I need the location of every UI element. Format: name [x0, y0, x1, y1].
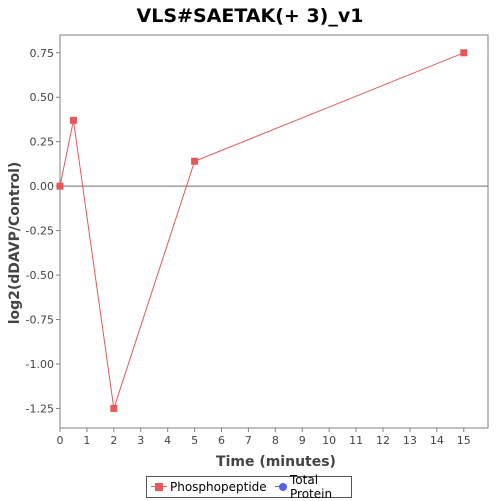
x-axis-label: Time (minutes) [216, 454, 336, 470]
data-point [191, 157, 199, 165]
y-axis-label: log2(dDAVP/Control) [7, 162, 23, 325]
data-point [69, 116, 77, 124]
legend-label-total-protein: Total Protein [290, 473, 333, 501]
data-point [460, 49, 468, 57]
chart-title: VLS#SAETAK(+ 3)_v1 [137, 5, 364, 27]
x-tick-label: 11 [349, 434, 363, 447]
x-tick-label: 15 [457, 434, 471, 447]
x-tick-label: 3 [137, 434, 144, 447]
legend-item-phosphopeptide[interactable]: Phosphopeptide [151, 480, 267, 494]
legend-square [155, 483, 163, 491]
y-tick-label: -0.75 [26, 314, 54, 327]
square-marker-icon [151, 482, 167, 492]
y-tick-label: -0.50 [26, 269, 54, 282]
x-tick-label: 7 [245, 434, 252, 447]
x-tick-label: 4 [164, 434, 171, 447]
x-tick-label: 6 [218, 434, 225, 447]
x-tick-label: 1 [83, 434, 90, 447]
y-tick-label: 0.50 [30, 91, 55, 104]
y-tick-label: -0.25 [26, 225, 54, 238]
legend: Phosphopeptide Total Protein [146, 473, 352, 501]
y-tick-label: -1.00 [26, 358, 54, 371]
x-tick-label: 9 [299, 434, 306, 447]
y-axis: 0.75 0.50 0.25 0.00 -0.25 -0.50 -0.75 -1.00 -1.2… [26, 47, 60, 415]
legend-label-phosphopeptide: Phosphopeptide [170, 480, 267, 494]
plot-area [59, 34, 489, 429]
x-tick-label: 8 [272, 434, 279, 447]
x-tick-label: 14 [430, 434, 444, 447]
data-point [56, 182, 64, 190]
x-tick-label: 0 [57, 434, 64, 447]
x-tick-label: 2 [110, 434, 117, 447]
data-point [110, 404, 118, 412]
x-tick-label: 10 [322, 434, 336, 447]
x-tick-label: 13 [403, 434, 417, 447]
y-tick-label: 0.75 [30, 47, 55, 60]
x-tick-label: 5 [191, 434, 198, 447]
y-tick-label: 0.00 [30, 180, 55, 193]
y-tick-label: -1.25 [26, 402, 54, 415]
series-layer [56, 49, 468, 412]
y-tick-label: 0.25 [30, 136, 55, 149]
legend-item-total-protein[interactable]: Total Protein [274, 473, 347, 501]
circle-marker-icon [274, 482, 287, 492]
x-tick-label: 12 [376, 434, 390, 447]
legend-dot [278, 483, 287, 491]
x-axis: 0 1 2 3 4 5 6 7 8 9 10 11 12 13 14 15 [57, 428, 471, 447]
